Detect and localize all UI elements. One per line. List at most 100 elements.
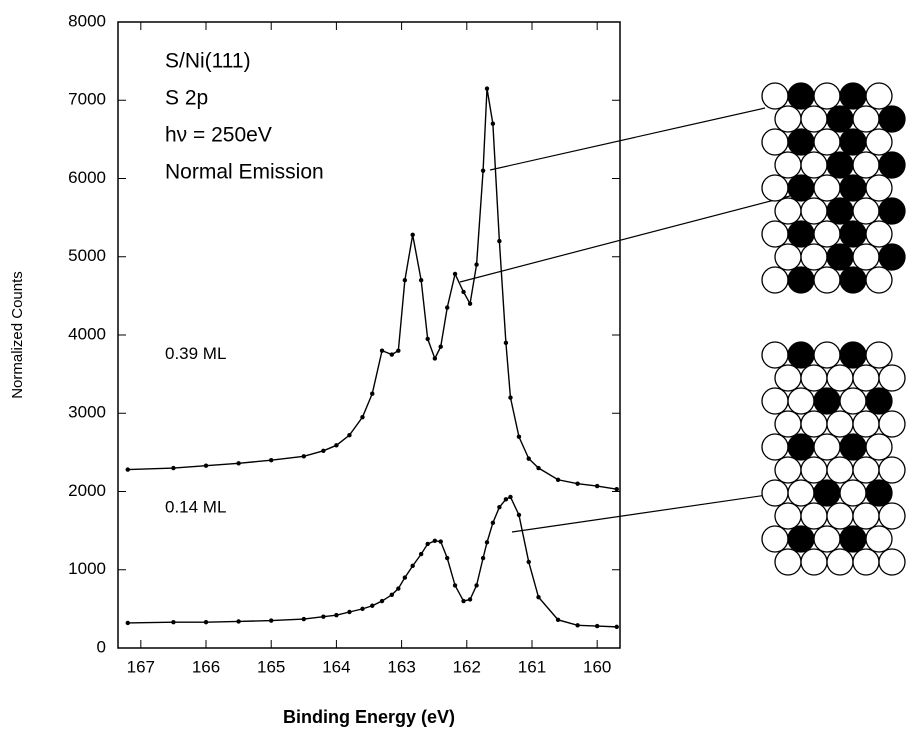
data-point: [379, 348, 385, 353]
annotation: S/Ni(111): [165, 50, 251, 73]
atom: [800, 197, 828, 225]
annotation: hν = 250eV: [165, 124, 272, 147]
x-tick-label: 163: [387, 657, 415, 676]
data-point: [484, 540, 490, 545]
data-point: [301, 454, 307, 459]
atom: [839, 266, 867, 294]
atom: [865, 341, 893, 369]
atom: [813, 433, 841, 461]
atom: [774, 105, 802, 133]
atom: [800, 105, 828, 133]
atom: [826, 197, 854, 225]
data-point: [389, 592, 395, 597]
atom: [761, 341, 789, 369]
atom: [839, 128, 867, 156]
lattice-diagrams: [761, 82, 906, 576]
atom: [787, 174, 815, 202]
atom: [852, 197, 880, 225]
atom: [761, 387, 789, 415]
series-label: 0.39 ML: [165, 344, 226, 363]
data-point: [467, 301, 473, 306]
data-point: [396, 586, 401, 591]
atom: [839, 341, 867, 369]
x-tick-label: 160: [583, 657, 611, 676]
atom: [865, 220, 893, 248]
atom: [852, 364, 880, 392]
atom: [826, 151, 854, 179]
atom: [761, 525, 789, 553]
atom: [852, 105, 880, 133]
atom: [865, 479, 893, 507]
y-tick-label: 4000: [68, 324, 106, 343]
data-point: [480, 555, 486, 561]
data-point: [410, 232, 415, 238]
atom: [800, 548, 828, 576]
data-point: [171, 465, 176, 471]
atom: [839, 220, 867, 248]
atom: [826, 243, 854, 271]
data-point: [236, 619, 241, 624]
atom: [826, 502, 854, 530]
data-point: [474, 583, 479, 588]
data-point: [480, 168, 486, 173]
x-tick-label: 164: [322, 657, 350, 676]
callout: [459, 195, 791, 283]
data-point: [389, 352, 395, 357]
data-point: [425, 336, 430, 342]
atom: [826, 456, 854, 484]
atom: [852, 243, 880, 271]
y-tick-label: 2000: [68, 481, 106, 500]
atom: [839, 525, 867, 553]
x-tick-label: 167: [127, 657, 155, 676]
data-point: [203, 463, 209, 468]
atom: [852, 456, 880, 484]
data-point: [614, 624, 619, 630]
data-point: [536, 465, 541, 471]
data-point: [508, 395, 513, 400]
x-tick-label: 166: [192, 657, 220, 676]
atom: [774, 197, 802, 225]
atom: [813, 525, 841, 553]
atom: [839, 433, 867, 461]
atom: [787, 479, 815, 507]
data-point: [461, 289, 466, 295]
atom: [774, 364, 802, 392]
atom: [865, 387, 893, 415]
data-point: [452, 271, 458, 277]
atom: [774, 151, 802, 179]
atom: [826, 105, 854, 133]
atom: [813, 341, 841, 369]
data-point: [503, 497, 509, 502]
data-point: [508, 494, 513, 500]
y-tick-label: 8000: [68, 11, 106, 30]
data-point: [503, 340, 509, 346]
data-point: [301, 616, 307, 622]
atom: [787, 82, 815, 110]
data-point: [347, 609, 352, 615]
atom: [761, 220, 789, 248]
data-point: [516, 512, 522, 518]
atom: [761, 433, 789, 461]
atom: [761, 266, 789, 294]
data-point: [438, 344, 443, 349]
atom: [878, 410, 906, 438]
atom: [800, 502, 828, 530]
atom: [878, 548, 906, 576]
atom: [800, 243, 828, 271]
data-point: [360, 414, 365, 420]
data-point: [402, 575, 408, 580]
data-point: [203, 619, 209, 625]
atom: [774, 410, 802, 438]
data-point: [445, 305, 450, 310]
atom: [800, 410, 828, 438]
y-tick-label: 7000: [68, 90, 106, 109]
atom: [865, 174, 893, 202]
data-point: [484, 86, 490, 91]
atom: [813, 128, 841, 156]
data-point: [445, 555, 450, 561]
data-point: [360, 606, 365, 612]
atom: [774, 548, 802, 576]
atom: [787, 387, 815, 415]
atom: [865, 266, 893, 294]
